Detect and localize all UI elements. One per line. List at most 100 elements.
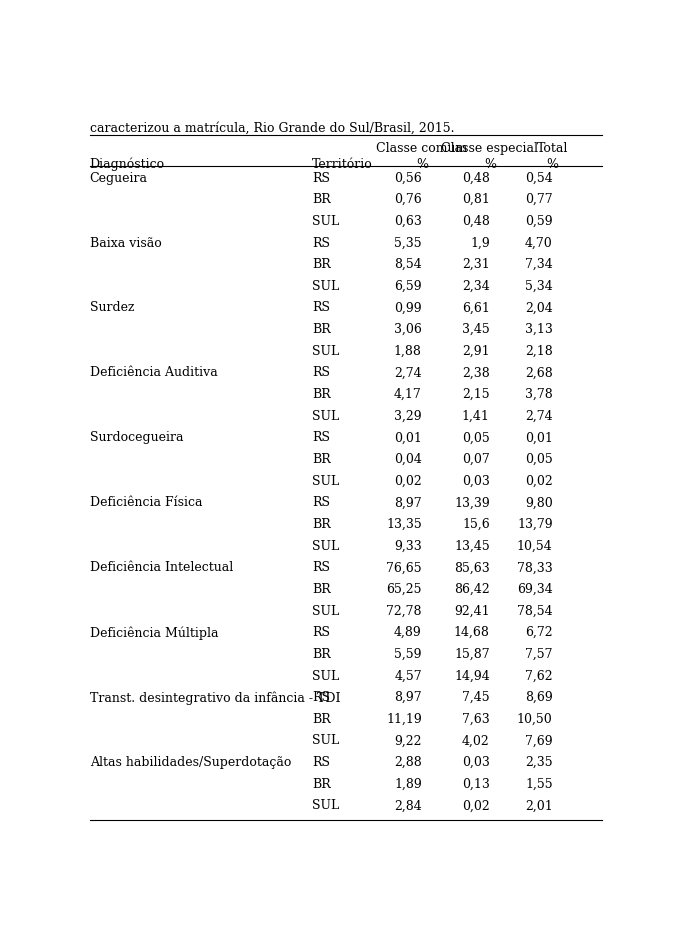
Text: SUL: SUL xyxy=(312,734,339,747)
Text: 14,94: 14,94 xyxy=(454,669,490,682)
Text: 4,89: 4,89 xyxy=(394,625,422,638)
Text: 0,07: 0,07 xyxy=(462,453,490,466)
Text: Classe especial: Classe especial xyxy=(441,141,538,154)
Text: 7,69: 7,69 xyxy=(525,734,553,747)
Text: 2,88: 2,88 xyxy=(394,755,422,768)
Text: 0,05: 0,05 xyxy=(525,453,553,466)
Text: 69,34: 69,34 xyxy=(517,582,553,595)
Text: 0,63: 0,63 xyxy=(394,214,422,227)
Text: Transt. desintegrativo da infância - TDI: Transt. desintegrativo da infância - TDI xyxy=(90,690,340,704)
Text: Total: Total xyxy=(537,141,568,154)
Text: RS: RS xyxy=(312,755,330,768)
Text: 13,45: 13,45 xyxy=(454,539,490,552)
Text: 4,70: 4,70 xyxy=(525,237,553,250)
Text: 0,54: 0,54 xyxy=(525,172,553,185)
Text: Território: Território xyxy=(312,158,373,171)
Text: 1,88: 1,88 xyxy=(394,344,422,357)
Text: 8,97: 8,97 xyxy=(394,690,422,703)
Text: 0,01: 0,01 xyxy=(524,431,553,444)
Text: BR: BR xyxy=(312,388,331,401)
Text: BR: BR xyxy=(312,193,331,206)
Text: 6,61: 6,61 xyxy=(462,302,490,315)
Text: 92,41: 92,41 xyxy=(454,604,490,617)
Text: 78,54: 78,54 xyxy=(517,604,553,617)
Text: 3,29: 3,29 xyxy=(394,409,422,422)
Text: 7,45: 7,45 xyxy=(462,690,490,703)
Text: Surdez: Surdez xyxy=(90,302,134,315)
Text: Baixa visão: Baixa visão xyxy=(90,237,161,250)
Text: Deficiência Múltipla: Deficiência Múltipla xyxy=(90,625,218,639)
Text: Cegueira: Cegueira xyxy=(90,172,148,185)
Text: Surdocegueira: Surdocegueira xyxy=(90,431,183,444)
Text: 2,01: 2,01 xyxy=(525,799,553,812)
Text: caracterizou a matrícula, Rio Grande do Sul/Brasil, 2015.: caracterizou a matrícula, Rio Grande do … xyxy=(90,122,454,135)
Text: 0,03: 0,03 xyxy=(462,474,490,487)
Text: 11,19: 11,19 xyxy=(386,712,422,725)
Text: 4,57: 4,57 xyxy=(394,669,422,682)
Text: 0,59: 0,59 xyxy=(525,214,553,227)
Text: Deficiência Intelectual: Deficiência Intelectual xyxy=(90,561,233,574)
Text: 0,04: 0,04 xyxy=(394,453,422,466)
Text: 0,13: 0,13 xyxy=(462,777,490,790)
Text: Altas habilidades/Superdotação: Altas habilidades/Superdotação xyxy=(90,755,291,768)
Text: BR: BR xyxy=(312,323,331,336)
Text: BR: BR xyxy=(312,777,331,790)
Text: 5,34: 5,34 xyxy=(525,279,553,292)
Text: SUL: SUL xyxy=(312,474,339,487)
Text: RS: RS xyxy=(312,237,330,250)
Text: 10,54: 10,54 xyxy=(517,539,553,552)
Text: RS: RS xyxy=(312,302,330,315)
Text: 2,68: 2,68 xyxy=(525,366,553,379)
Text: 0,48: 0,48 xyxy=(462,172,490,185)
Text: 8,69: 8,69 xyxy=(525,690,553,703)
Text: 5,59: 5,59 xyxy=(394,647,422,660)
Text: 3,45: 3,45 xyxy=(462,323,490,336)
Text: 13,35: 13,35 xyxy=(386,518,422,531)
Text: BR: BR xyxy=(312,582,331,595)
Text: 0,05: 0,05 xyxy=(462,431,490,444)
Text: 86,42: 86,42 xyxy=(454,582,490,595)
Text: 0,56: 0,56 xyxy=(394,172,422,185)
Text: %: % xyxy=(416,158,428,171)
Text: Diagnóstico: Diagnóstico xyxy=(90,158,165,172)
Text: 2,31: 2,31 xyxy=(462,258,490,271)
Text: RS: RS xyxy=(312,431,330,444)
Text: SUL: SUL xyxy=(312,669,339,682)
Text: 2,15: 2,15 xyxy=(462,388,490,401)
Text: BR: BR xyxy=(312,518,331,531)
Text: Classe comum: Classe comum xyxy=(376,141,467,154)
Text: 0,01: 0,01 xyxy=(394,431,422,444)
Text: RS: RS xyxy=(312,561,330,574)
Text: 0,02: 0,02 xyxy=(525,474,553,487)
Text: 2,35: 2,35 xyxy=(525,755,553,768)
Text: 9,33: 9,33 xyxy=(394,539,422,552)
Text: 78,33: 78,33 xyxy=(517,561,553,574)
Text: 65,25: 65,25 xyxy=(386,582,422,595)
Text: 7,57: 7,57 xyxy=(525,647,553,660)
Text: 1,89: 1,89 xyxy=(394,777,422,790)
Text: 0,77: 0,77 xyxy=(525,193,553,206)
Text: %: % xyxy=(484,158,496,171)
Text: 0,48: 0,48 xyxy=(462,214,490,227)
Text: 15,87: 15,87 xyxy=(454,647,490,660)
Text: SUL: SUL xyxy=(312,799,339,812)
Text: BR: BR xyxy=(312,647,331,660)
Text: SUL: SUL xyxy=(312,409,339,422)
Text: 0,02: 0,02 xyxy=(394,474,422,487)
Text: SUL: SUL xyxy=(312,344,339,357)
Text: 7,63: 7,63 xyxy=(462,712,490,725)
Text: %: % xyxy=(547,158,559,171)
Text: 3,78: 3,78 xyxy=(525,388,553,401)
Text: 6,59: 6,59 xyxy=(394,279,422,292)
Text: 14,68: 14,68 xyxy=(454,625,490,638)
Text: 0,02: 0,02 xyxy=(462,799,490,812)
Text: 6,72: 6,72 xyxy=(525,625,553,638)
Text: 2,38: 2,38 xyxy=(462,366,490,379)
Text: 1,9: 1,9 xyxy=(470,237,490,250)
Text: 2,18: 2,18 xyxy=(525,344,553,357)
Text: RS: RS xyxy=(312,366,330,379)
Text: 2,84: 2,84 xyxy=(394,799,422,812)
Text: RS: RS xyxy=(312,625,330,638)
Text: RS: RS xyxy=(312,172,330,185)
Text: 4,17: 4,17 xyxy=(394,388,422,401)
